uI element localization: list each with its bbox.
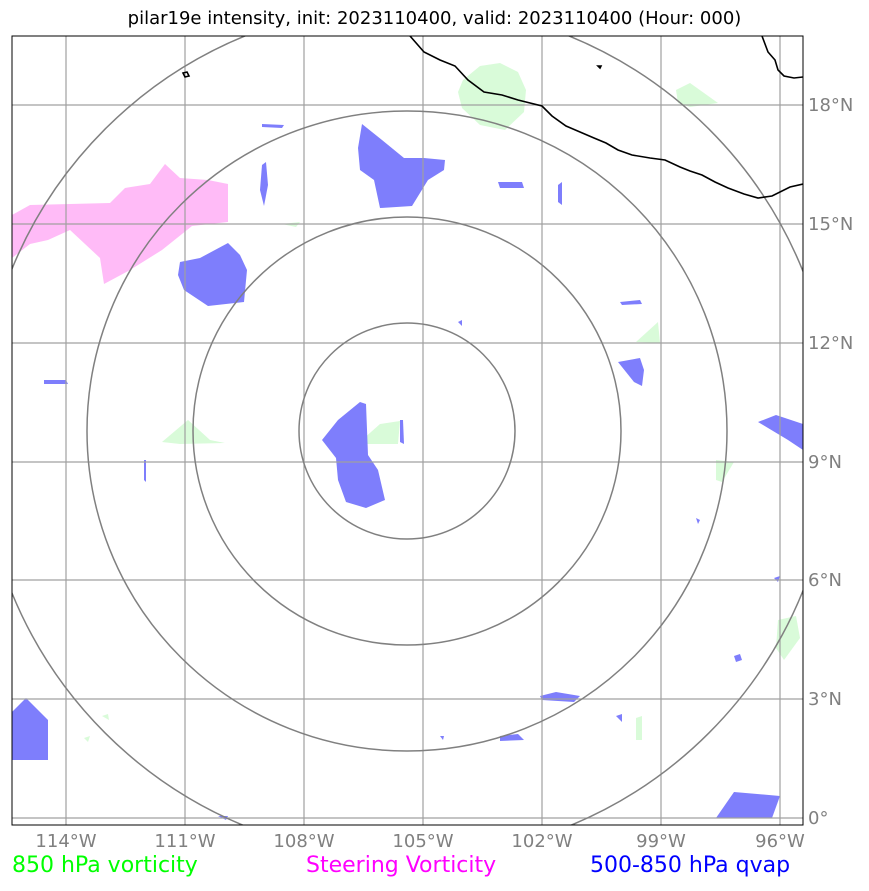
qvap-area	[500, 734, 524, 741]
legend-qvap: 500-850 hPa qvap	[590, 853, 791, 878]
legend-steering-vorticity: Steering Vorticity	[306, 853, 497, 878]
qvap-area	[44, 380, 68, 384]
lat-label: 3°N	[808, 689, 842, 710]
qvap-area	[144, 460, 146, 482]
lat-label: 18°N	[808, 95, 853, 116]
qvap-area	[440, 736, 444, 740]
vorticity-850-areas	[84, 63, 800, 742]
map-title: pilar19e intensity, init: 2023110400, va…	[127, 8, 742, 29]
island	[181, 71, 191, 78]
lat-label: 12°N	[808, 333, 853, 354]
qvap-area	[358, 124, 445, 208]
island	[596, 65, 603, 70]
qvap-area	[540, 692, 580, 702]
qvap-area	[498, 182, 524, 188]
qvap-area	[616, 714, 622, 722]
qvap-area	[734, 654, 742, 662]
lat-label: 9°N	[808, 452, 842, 473]
vorticity-area	[636, 716, 642, 740]
range-ring	[298, 322, 516, 540]
lon-label: 114°W	[35, 831, 96, 852]
coastline-path	[409, 36, 803, 199]
qvap-area	[262, 124, 284, 128]
lon-label: 108°W	[273, 831, 334, 852]
qvap-area	[774, 576, 780, 582]
range-ring	[86, 110, 728, 752]
latitude-labels: 18°N 15°N 12°N 9°N 6°N 3°N 0°	[808, 95, 853, 829]
gridlines	[12, 36, 803, 825]
vorticity-area	[102, 714, 109, 720]
qvap-area	[716, 792, 780, 818]
longitude-labels: 114°W 111°W 108°W 105°W 102°W 99°W 96°W	[35, 831, 805, 852]
lat-label: 15°N	[808, 214, 853, 235]
legend-850-vorticity: 850 hPa vorticity	[12, 853, 198, 878]
vorticity-area	[362, 421, 400, 444]
coastline	[181, 36, 803, 199]
range-ring	[12, 36, 803, 825]
lon-label: 102°W	[511, 831, 572, 852]
qvap-area	[618, 358, 644, 386]
vorticity-area	[636, 322, 660, 343]
lon-label: 96°W	[755, 831, 805, 852]
vorticity-area	[676, 83, 718, 107]
lat-label: 6°N	[808, 570, 842, 591]
coastline-path	[761, 36, 803, 79]
lon-label: 111°W	[154, 831, 215, 852]
qvap-area	[696, 518, 700, 524]
vorticity-area	[84, 736, 90, 742]
lon-label: 105°W	[392, 831, 453, 852]
lat-label: 0°	[808, 808, 828, 829]
vorticity-area	[458, 63, 526, 130]
qvap-area	[620, 300, 642, 305]
qvap-area	[558, 182, 562, 205]
qvap-area	[400, 420, 404, 444]
range-ring	[192, 216, 622, 646]
qvap-area	[458, 320, 462, 326]
map-frame	[11, 35, 804, 826]
qvap-area	[260, 162, 268, 206]
range-rings	[12, 36, 803, 825]
qvap-area	[178, 243, 247, 306]
lon-label: 99°W	[636, 831, 686, 852]
qvap-area	[322, 402, 385, 508]
vorticity-area	[776, 616, 800, 660]
qvap-area	[12, 698, 48, 760]
